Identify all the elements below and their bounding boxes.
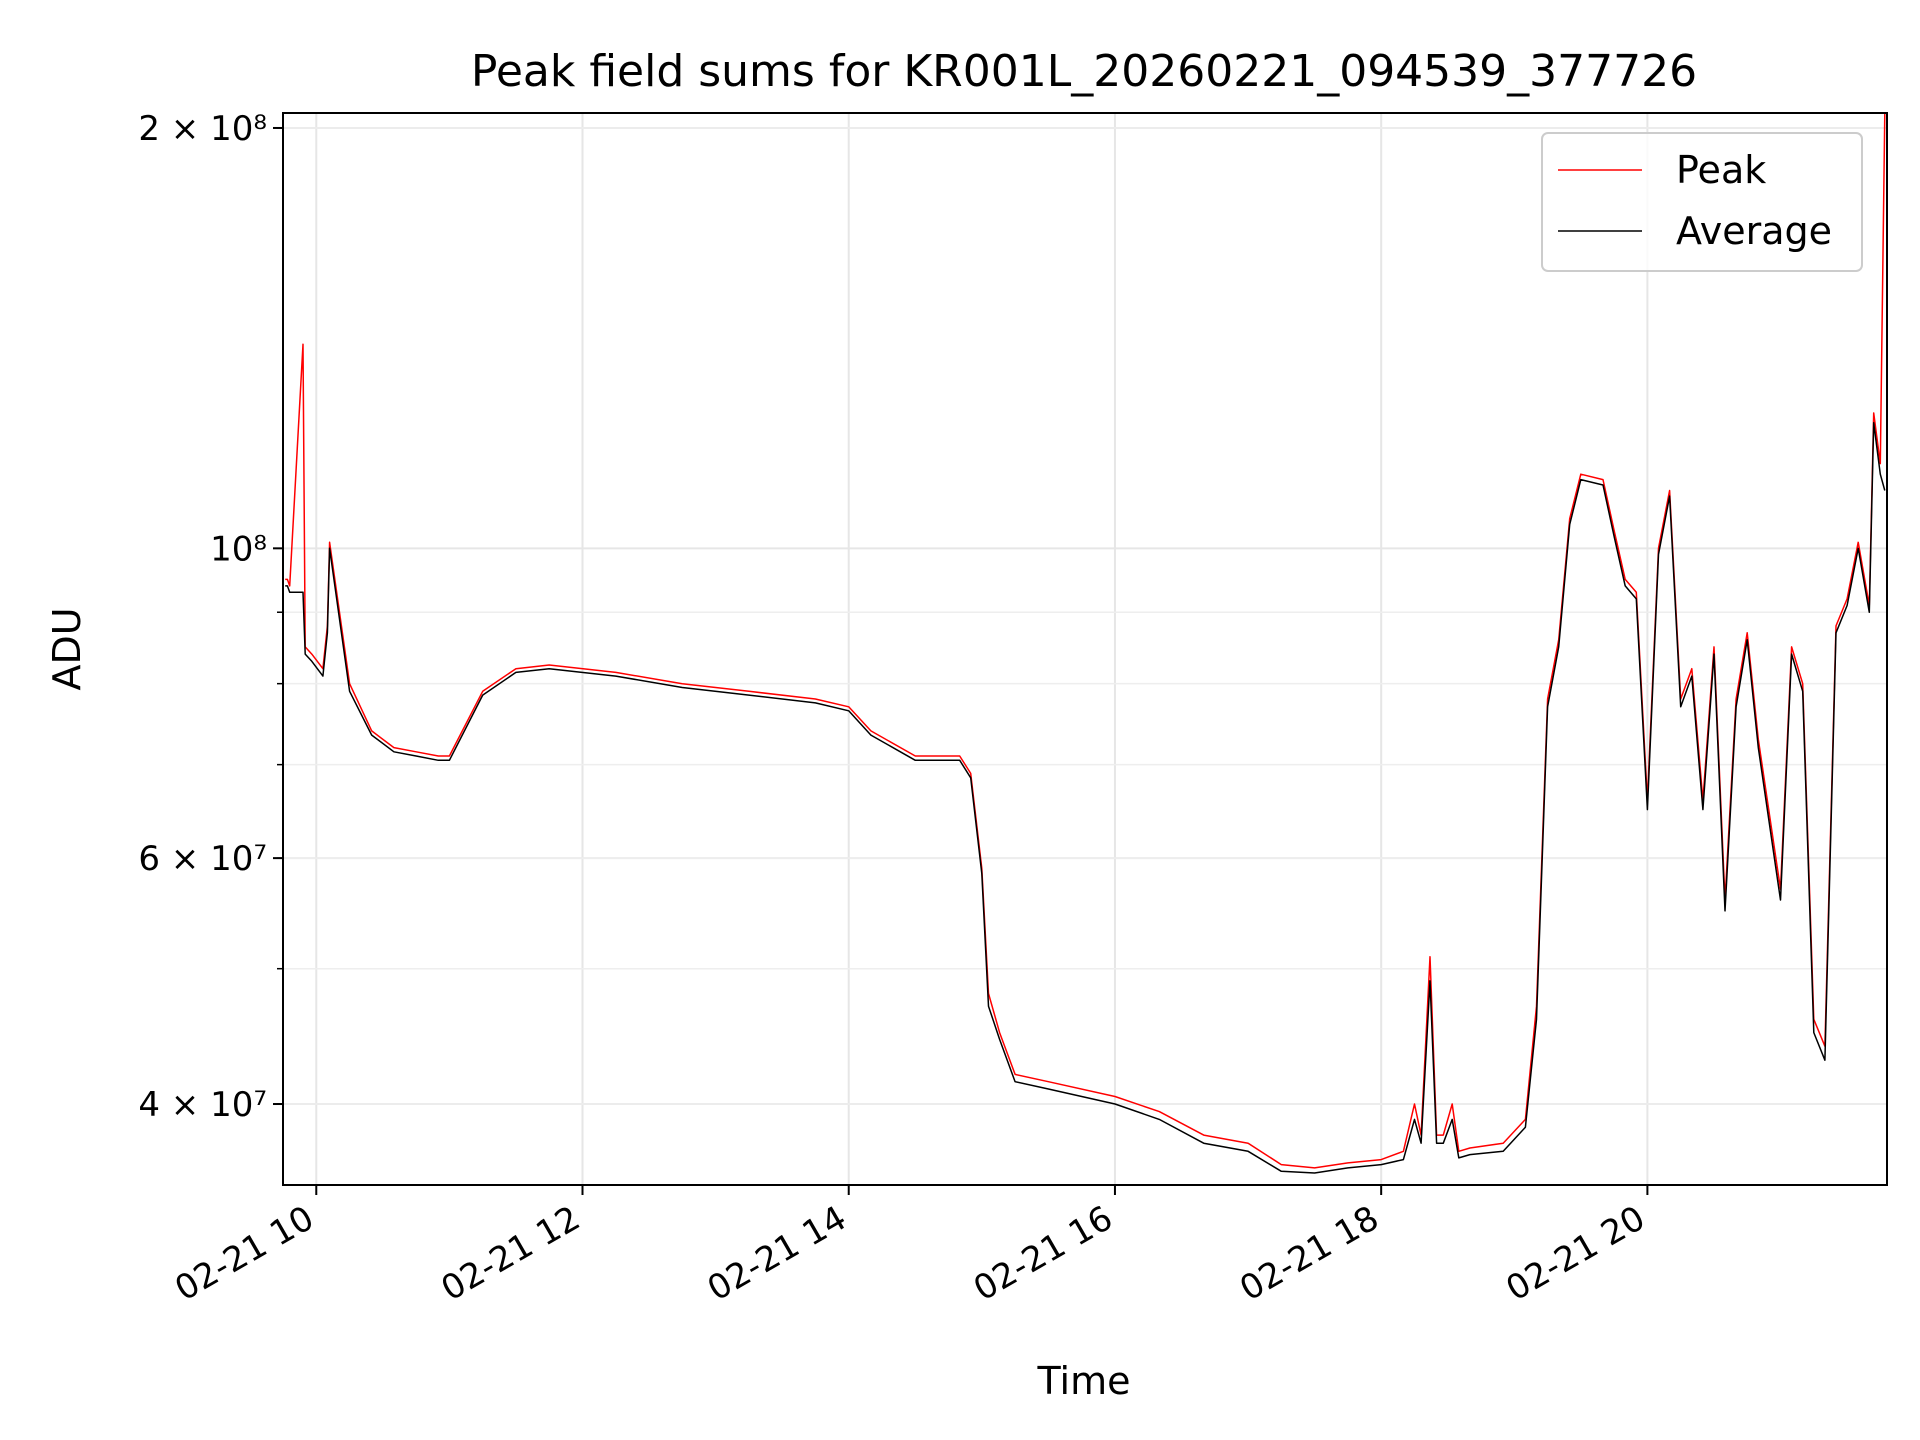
x-axis-label: Time (1037, 1359, 1131, 1403)
y-tick-label: 6 × 10⁷ (138, 839, 267, 879)
legend-box (1541, 132, 1863, 272)
series-line-peak (285, 113, 1886, 1169)
y-tick-label: 4 × 10⁷ (138, 1085, 267, 1125)
y-axis-label: ADU (45, 607, 89, 690)
plot-area (285, 113, 1886, 1174)
y-axis-ticks: 4 × 10⁷ 6 × 10⁷ 10⁸ 2 × 10⁸ (138, 109, 283, 1125)
plot-frame (282, 112, 1888, 1186)
series-layer (285, 113, 1886, 1174)
legend-label-peak: Peak (1676, 148, 1766, 192)
y-tick-label: 2 × 10⁸ (138, 109, 267, 149)
y-tick-label: 10⁸ (210, 529, 267, 569)
series-line-average (285, 422, 1886, 1174)
chart-title: Peak field sums for KR001L_20260221_0945… (471, 46, 1697, 97)
legend: Peak Average (1541, 132, 1863, 272)
grid (283, 113, 1887, 1185)
legend-label-average: Average (1676, 209, 1832, 253)
